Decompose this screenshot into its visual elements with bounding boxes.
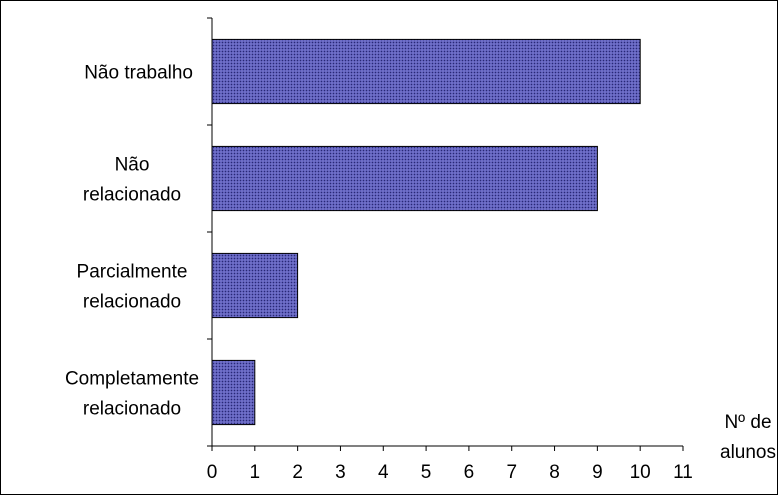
x-tick-label: 7: [506, 462, 517, 483]
category-label: relacionado: [83, 185, 181, 206]
x-tick-label: 1: [250, 462, 261, 483]
x-axis-title: alunos: [720, 442, 776, 463]
x-tick-label: 8: [549, 462, 560, 483]
category-label: Completamente: [65, 369, 199, 390]
x-tick-label: 9: [592, 462, 603, 483]
x-tick-label: 3: [335, 462, 346, 483]
bar-3: [211, 252, 299, 319]
x-tick-label: 2: [292, 462, 303, 483]
category-label: Não trabalho: [84, 63, 193, 84]
x-tick-label: 4: [378, 462, 389, 483]
x-axis-title: Nº de: [724, 412, 771, 433]
category-label: relacionado: [83, 399, 181, 420]
bar-1: [211, 38, 641, 105]
category-label: Não: [115, 155, 150, 176]
x-tick-label: 0: [207, 462, 218, 483]
bar-2: [211, 145, 598, 212]
x-tick-label: 11: [673, 462, 693, 483]
x-tick-label: 5: [421, 462, 432, 483]
bar-4: [211, 359, 256, 426]
x-tick-label: 10: [630, 462, 651, 483]
category-label: Parcialmente: [77, 262, 188, 283]
category-label: relacionado: [83, 292, 181, 313]
x-tick-label: 6: [464, 462, 475, 483]
